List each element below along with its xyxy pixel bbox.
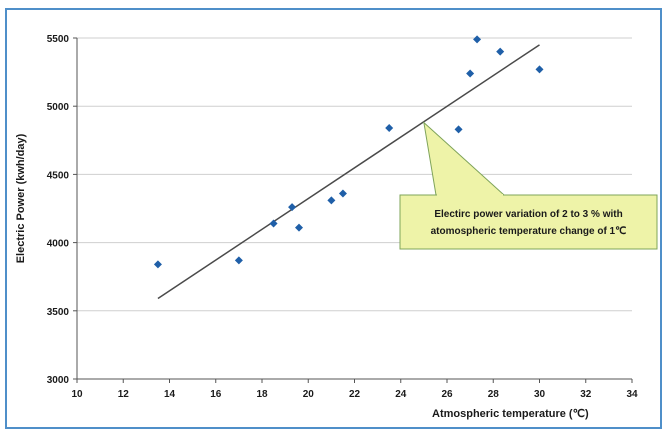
trendline-layer bbox=[157, 44, 540, 300]
data-point bbox=[473, 35, 482, 44]
scatter-chart: 10 12 14 16 18 20 22 24 26 28 30 32 34 3000 3500 4000 4… bbox=[15, 34, 658, 420]
x-tick-label: 16 bbox=[210, 389, 222, 400]
axes bbox=[73, 37, 633, 383]
callout-pointer bbox=[423, 121, 506, 196]
data-point bbox=[454, 125, 463, 134]
callout-layer: Electirc power variation of 2 to 3 % wit… bbox=[399, 121, 658, 250]
y-tick-label: 5000 bbox=[47, 102, 70, 113]
data-point bbox=[234, 256, 243, 265]
y-tick-labels: 3000 3500 4000 4500 5000 5500 bbox=[47, 34, 70, 386]
x-tick-label: 10 bbox=[71, 389, 83, 400]
y-axis-label: Electric Power (kwh/day) bbox=[15, 133, 27, 263]
data-point bbox=[496, 47, 505, 56]
data-point bbox=[338, 189, 347, 198]
callout-box bbox=[399, 194, 658, 250]
x-tick-label: 18 bbox=[256, 389, 268, 400]
data-point bbox=[535, 65, 544, 74]
x-tick-label: 20 bbox=[303, 389, 315, 400]
y-tick-label: 4500 bbox=[47, 170, 70, 181]
data-point bbox=[288, 203, 297, 212]
x-tick-labels: 10 12 14 16 18 20 22 24 26 28 30 32 34 bbox=[71, 389, 638, 400]
chart-frame: 10 12 14 16 18 20 22 24 26 28 30 32 34 3000 3500 4000 4… bbox=[5, 8, 662, 429]
y-tick-label: 4000 bbox=[47, 239, 70, 250]
x-tick-label: 12 bbox=[118, 389, 130, 400]
trendline bbox=[157, 44, 540, 300]
x-tick-label: 28 bbox=[488, 389, 500, 400]
x-tick-label: 26 bbox=[441, 389, 453, 400]
x-tick-label: 22 bbox=[349, 389, 361, 400]
y-tick-label: 5500 bbox=[47, 34, 70, 45]
data-point bbox=[327, 196, 336, 205]
data-points bbox=[153, 35, 544, 269]
data-point bbox=[295, 223, 303, 232]
x-tick-label: 14 bbox=[164, 389, 176, 400]
x-tick-label: 34 bbox=[626, 389, 638, 400]
x-tick-label: 32 bbox=[580, 389, 592, 400]
data-point bbox=[385, 124, 394, 133]
x-tick-label: 24 bbox=[395, 389, 407, 400]
y-tick-label: 3000 bbox=[47, 375, 70, 386]
y-tick-label: 3500 bbox=[47, 307, 70, 318]
x-axis-label: Atmospheric temperature (℃) bbox=[432, 408, 589, 420]
callout-text-line: Electirc power variation of 2 to 3 % wit… bbox=[434, 209, 622, 220]
grid-lines bbox=[77, 37, 632, 312]
data-point bbox=[269, 219, 278, 228]
data-point bbox=[466, 69, 475, 78]
data-point bbox=[153, 260, 162, 269]
callout-text-line: atomospheric temperature change of 1℃ bbox=[431, 226, 627, 237]
x-tick-label: 30 bbox=[534, 389, 546, 400]
